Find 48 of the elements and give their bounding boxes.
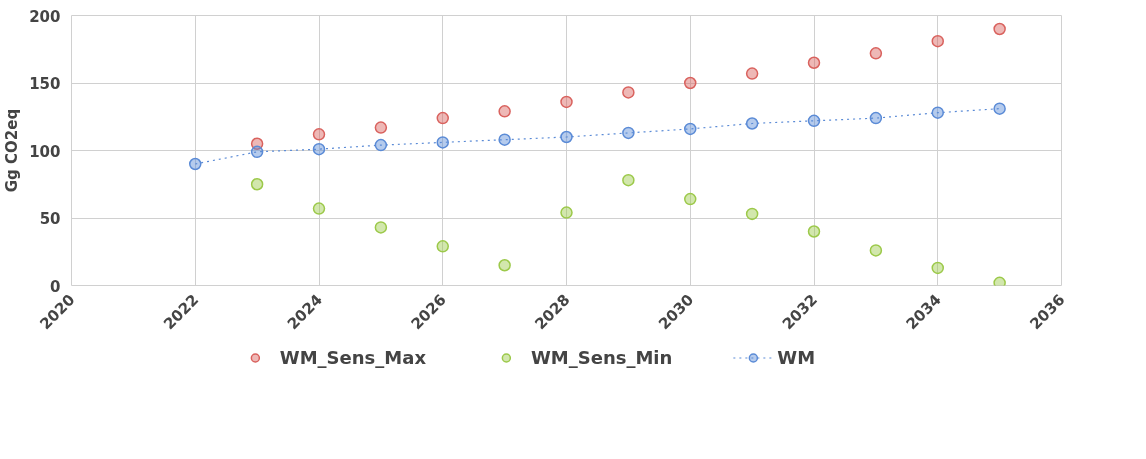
point bbox=[745, 207, 759, 221]
point bbox=[189, 157, 202, 171]
point bbox=[869, 244, 883, 257]
point bbox=[498, 133, 511, 146]
point bbox=[807, 114, 821, 128]
point bbox=[684, 122, 697, 136]
point bbox=[745, 117, 759, 130]
point bbox=[312, 142, 326, 156]
y-tick-label: 150 bbox=[29, 75, 61, 93]
point bbox=[312, 202, 326, 215]
point bbox=[869, 111, 883, 125]
point bbox=[993, 102, 1006, 115]
point bbox=[993, 22, 1006, 36]
point bbox=[560, 95, 573, 109]
y-tick-label: 200 bbox=[29, 7, 61, 26]
point bbox=[869, 47, 883, 60]
y-tick-label: 0 bbox=[50, 277, 61, 296]
point bbox=[993, 276, 1006, 286]
point bbox=[622, 86, 635, 99]
point bbox=[250, 145, 264, 159]
point bbox=[374, 221, 388, 234]
legend-label: WM_Sens_Min bbox=[530, 346, 673, 368]
point bbox=[684, 76, 697, 90]
point bbox=[622, 173, 635, 187]
legend-label: WM bbox=[777, 346, 816, 368]
legend-label: WM_Sens_Max bbox=[279, 346, 426, 368]
point bbox=[560, 130, 573, 144]
point bbox=[807, 56, 821, 69]
point bbox=[745, 67, 759, 80]
point bbox=[684, 192, 697, 206]
point bbox=[560, 206, 573, 219]
point bbox=[498, 259, 511, 272]
y-axis-title: Gg CO2eq bbox=[3, 108, 22, 193]
point bbox=[498, 105, 511, 118]
point bbox=[374, 121, 388, 134]
point bbox=[436, 136, 449, 149]
point bbox=[622, 126, 635, 140]
point bbox=[250, 178, 264, 191]
point bbox=[436, 111, 449, 125]
y-tick-label: 100 bbox=[29, 142, 61, 161]
point bbox=[807, 225, 821, 238]
point bbox=[931, 261, 944, 275]
y-tick-label: 50 bbox=[39, 210, 61, 228]
point bbox=[931, 34, 944, 48]
point bbox=[436, 240, 449, 253]
point bbox=[312, 128, 326, 141]
point bbox=[374, 138, 388, 152]
point bbox=[931, 106, 944, 119]
